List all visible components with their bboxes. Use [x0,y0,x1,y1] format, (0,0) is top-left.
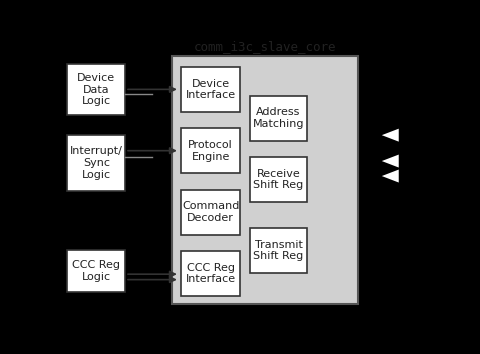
Text: Device
Interface: Device Interface [186,79,236,100]
Text: Protocol
Engine: Protocol Engine [188,140,233,162]
Polygon shape [382,129,399,142]
Polygon shape [382,170,399,183]
Text: comm_i3c_slave_core: comm_i3c_slave_core [193,40,336,53]
Bar [250,228,307,273]
Bar [250,157,307,202]
Text: Interrupt/
Sync
Logic: Interrupt/ Sync Logic [70,147,123,180]
Bar [67,64,125,115]
Text: Transmit
Shift Reg: Transmit Shift Reg [253,240,304,261]
Bar [181,67,240,112]
Bar [67,250,125,292]
Bar [172,56,358,304]
Text: Receive
Shift Reg: Receive Shift Reg [253,169,304,190]
Text: Command
Decoder: Command Decoder [182,201,240,223]
Bar [181,129,240,173]
Text: CCC Reg
Interface: CCC Reg Interface [186,263,236,284]
Bar [250,96,307,141]
Bar [181,190,240,235]
Text: Address
Matching: Address Matching [253,107,304,129]
Text: Device
Data
Logic: Device Data Logic [77,73,115,106]
Bar [181,251,240,296]
Polygon shape [382,155,399,167]
Bar [67,135,125,191]
Text: CCC Reg
Logic: CCC Reg Logic [72,260,120,281]
